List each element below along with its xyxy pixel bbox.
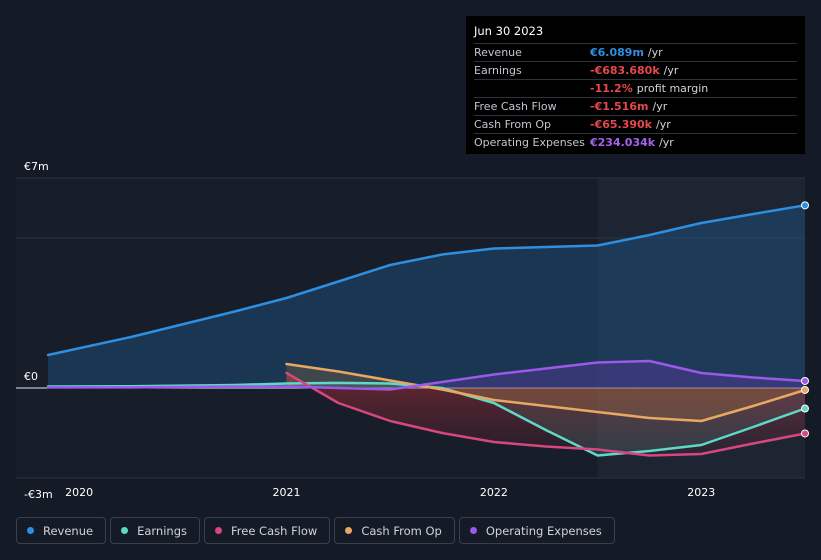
tooltip-row-value: -€65.390k [590, 118, 652, 131]
legend-item-free-cash-flow[interactable]: Free Cash Flow [204, 517, 331, 544]
tooltip-row-unit: /yr [659, 136, 674, 149]
legend-item-revenue[interactable]: Revenue [16, 517, 107, 544]
y-tick-label: €7m [24, 160, 49, 173]
tooltip-row: Free Cash Flow -€1.516m/yr [474, 97, 797, 115]
legend-item-operating-expenses[interactable]: Operating Expenses [458, 517, 615, 544]
operating-expenses-end-point[interactable] [801, 376, 809, 385]
legend-label: Operating Expenses [485, 523, 602, 538]
x-tick-label: 2020 [65, 486, 93, 499]
tooltip-row-unit: /yr [647, 46, 663, 59]
legend-dot-icon [215, 527, 222, 534]
legend-dot-icon [27, 527, 34, 534]
tooltip-row-unit: profit margin [636, 82, 709, 95]
tooltip-row-value: -€1.516m [590, 100, 649, 113]
operating-expenses-line [46, 359, 807, 391]
tooltip-panel: Jun 30 2023 Revenue €6.089m/yr Earnings -€6… [466, 16, 805, 154]
tooltip-row: Cash From Op -€65.390k/yr [474, 115, 797, 133]
tooltip-row-label: Free Cash Flow [474, 100, 557, 113]
free-cash-flow-line [285, 371, 807, 457]
legend-label: Earnings [137, 523, 187, 538]
cash-from-op-area [286, 364, 805, 421]
tooltip-row: -11.2% profit margin [474, 79, 797, 97]
tooltip-row-value: -11.2% [590, 82, 633, 95]
x-tick-label: 2021 [273, 486, 301, 499]
legend: Revenue Earnings Free Cash Flow Cash From O… [16, 517, 615, 544]
cash-from-op-end-point[interactable] [801, 385, 809, 394]
legend-item-cash-from-op[interactable]: Cash From Op [334, 517, 455, 544]
legend-label: Free Cash Flow [231, 523, 318, 538]
tooltip-row-unit: /yr [663, 64, 679, 77]
revenue-line [46, 204, 807, 357]
revenue-end-point[interactable] [801, 201, 809, 210]
y-tick-label: €0 [24, 370, 38, 383]
operating-expenses-area [48, 361, 805, 390]
tooltip-row-label: Cash From Op [474, 118, 552, 131]
tooltip-row-label: Earnings [474, 64, 522, 77]
x-tick-label: 2022 [480, 486, 508, 499]
tooltip-row-label: Operating Expenses [474, 136, 585, 149]
legend-dot-icon [345, 527, 353, 534]
earnings-end-point[interactable] [801, 404, 809, 413]
tooltip-row: Revenue €6.089m/yr [474, 43, 797, 61]
tooltip-row-value: €234.034k [590, 136, 656, 149]
tooltip-row-label: Revenue [474, 46, 522, 59]
legend-dot-icon [469, 527, 477, 534]
legend-label: Revenue [43, 523, 94, 538]
tooltip-row-value: -€683.680k [590, 64, 660, 77]
revenue-area [48, 205, 805, 388]
x-tick-label: 2023 [687, 486, 715, 499]
tooltip-row-unit: /yr [655, 118, 671, 131]
cash-from-op-line [285, 362, 807, 423]
y-tick-label: -€3m [24, 488, 53, 501]
free-cash-flow-area [286, 373, 805, 456]
legend-dot-icon [121, 527, 129, 534]
legend-label: Cash From Op [361, 523, 442, 538]
free-cash-flow-end-point[interactable] [801, 429, 809, 438]
tooltip-row: Operating Expenses €234.034k/yr [474, 133, 797, 151]
tooltip-row: Earnings -€683.680k/yr [474, 61, 797, 79]
legend-item-earnings[interactable]: Earnings [110, 517, 200, 544]
tooltip-date: Jun 30 2023 [474, 24, 544, 38]
tooltip-row-value: €6.089m [590, 46, 644, 59]
tooltip-row-unit: /yr [652, 100, 668, 113]
